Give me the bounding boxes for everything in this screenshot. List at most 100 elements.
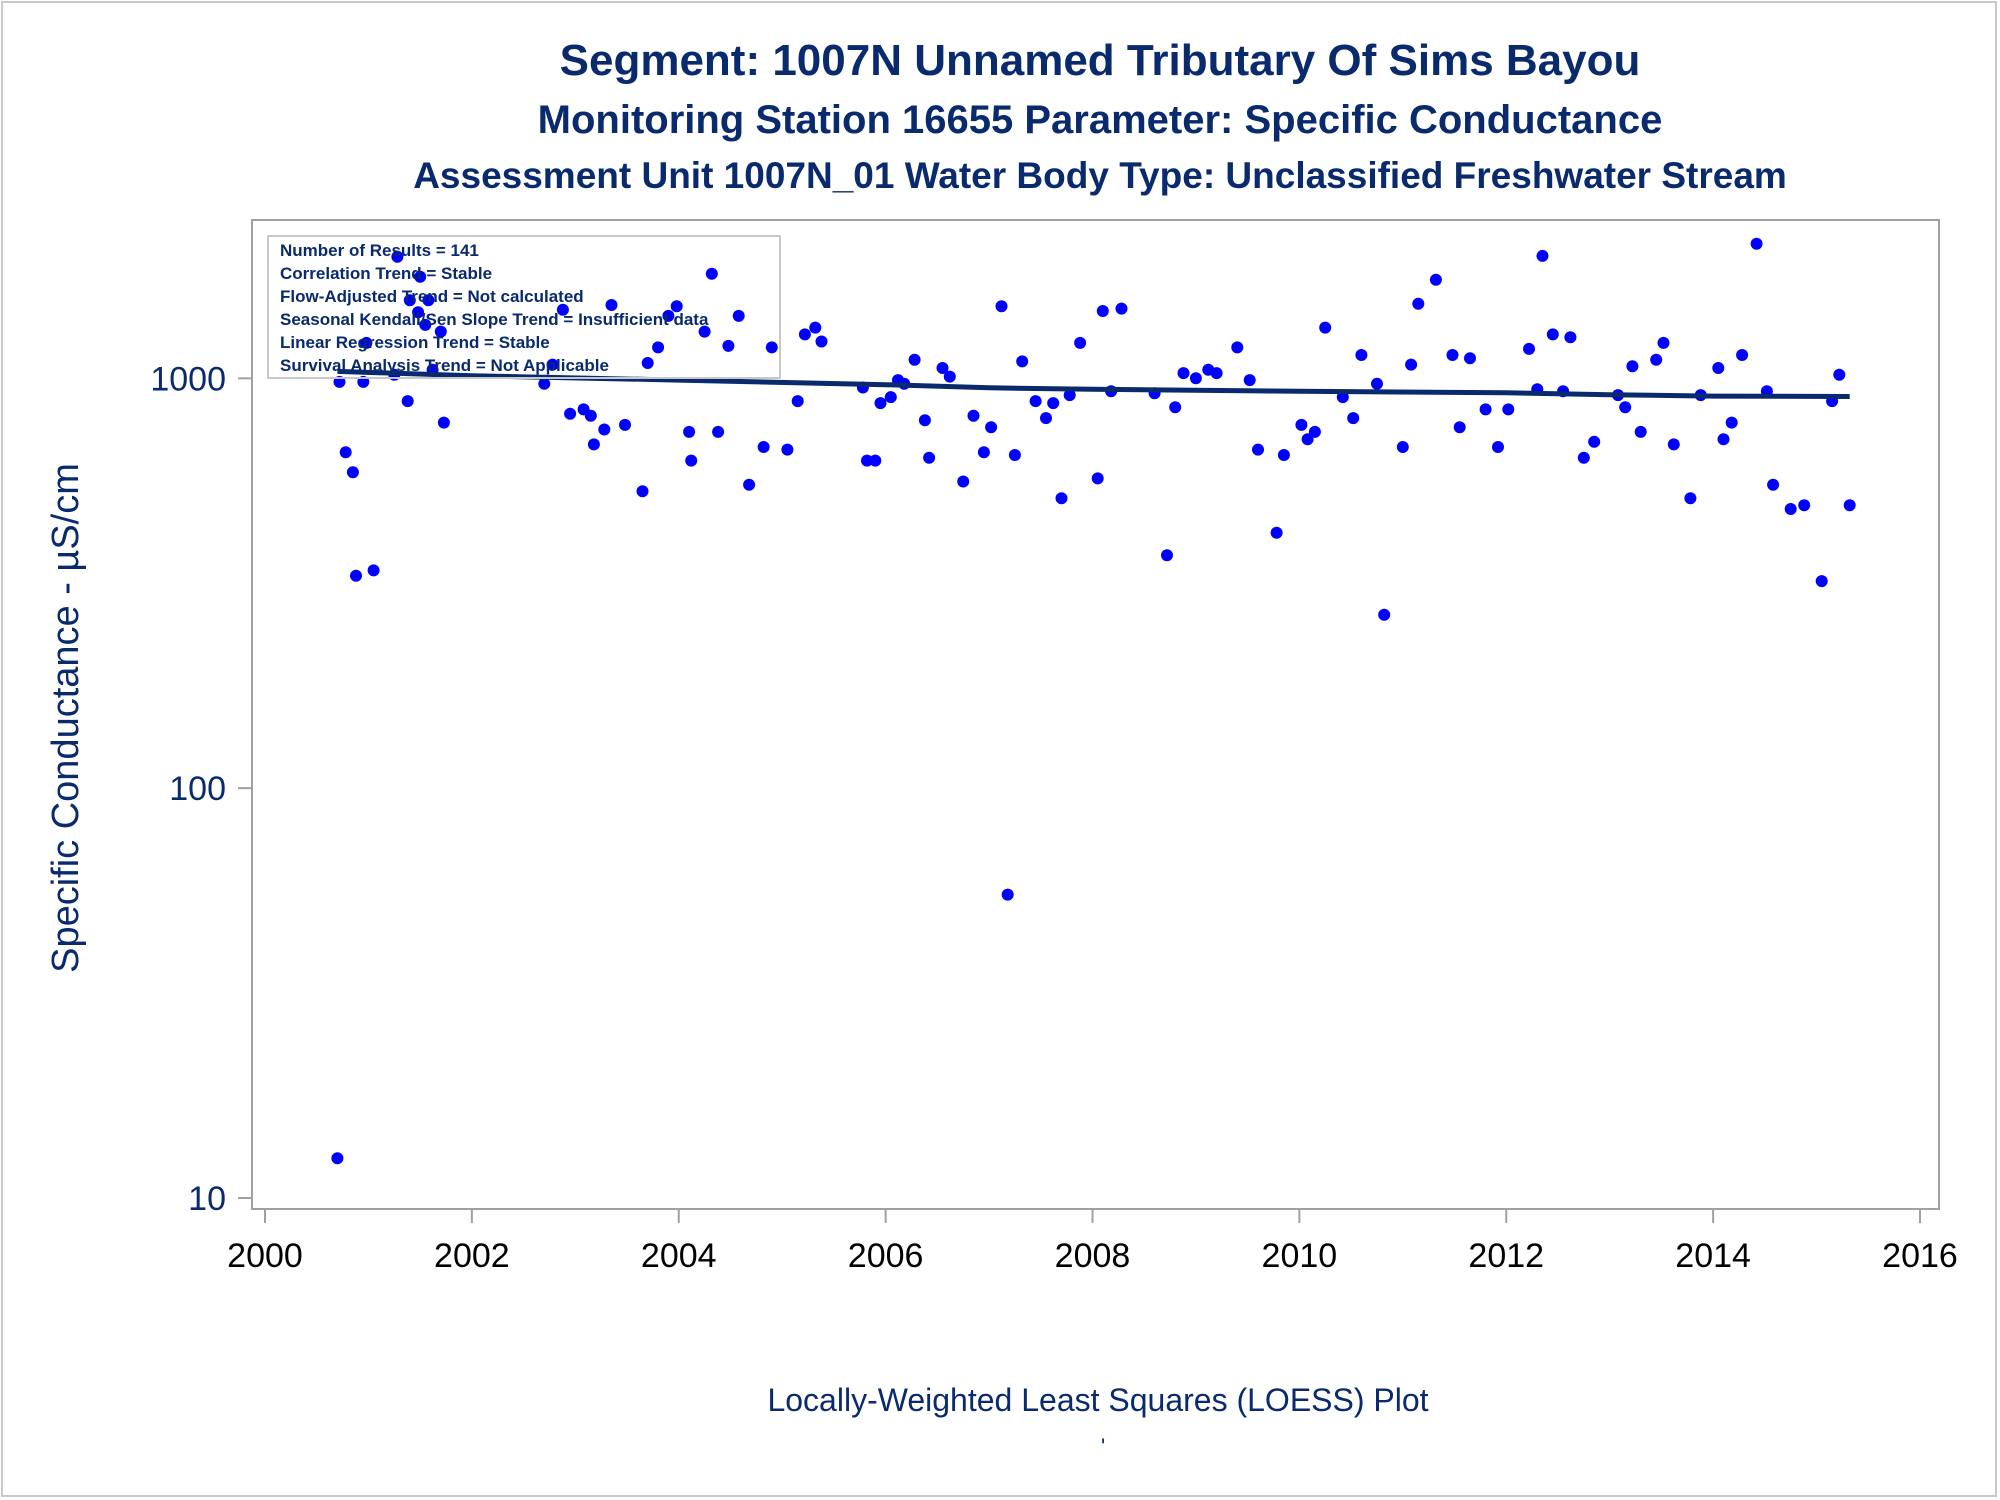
data-point — [908, 353, 921, 366]
data-point — [683, 425, 696, 438]
data-point — [1029, 395, 1042, 408]
data-point — [1047, 397, 1060, 410]
data-point — [1074, 336, 1087, 349]
data-point — [705, 267, 718, 280]
data-point — [412, 306, 425, 319]
data-point — [331, 1152, 344, 1165]
x-tick-label: 2000 — [227, 1237, 303, 1275]
data-point — [1657, 336, 1670, 349]
data-point — [1063, 389, 1076, 402]
data-point — [1502, 403, 1515, 416]
data-point — [1634, 425, 1647, 438]
stats-line: Seasonal Kendall/Sen Slope Trend = Insuf… — [280, 310, 709, 329]
data-point — [1523, 342, 1535, 355]
data-point — [918, 414, 931, 427]
data-point — [977, 446, 990, 459]
data-point — [1169, 401, 1182, 414]
data-point — [1001, 888, 1014, 901]
data-point — [403, 294, 416, 307]
data-point — [437, 416, 450, 429]
x-tick-label: 2012 — [1468, 1237, 1544, 1275]
data-point — [1479, 403, 1492, 416]
data-point — [1833, 368, 1846, 381]
data-point — [1177, 367, 1190, 380]
data-point — [1667, 438, 1680, 451]
data-point — [1378, 608, 1391, 621]
data-point — [367, 564, 380, 577]
data-point — [781, 443, 794, 456]
data-point — [884, 391, 897, 404]
data-point — [1725, 416, 1738, 429]
data-point — [1546, 328, 1559, 341]
data-point — [1588, 435, 1601, 448]
data-point — [587, 438, 600, 451]
data-point — [985, 421, 998, 434]
data-point — [1252, 443, 1264, 456]
data-point — [556, 303, 569, 316]
data-point — [619, 418, 631, 431]
data-point — [636, 485, 649, 498]
data-point — [685, 454, 698, 467]
data-point — [1405, 358, 1418, 371]
data-point — [1750, 237, 1763, 250]
x-tick-label: 2006 — [848, 1237, 924, 1275]
x-tick-label: 2004 — [641, 1237, 717, 1275]
data-point — [1492, 441, 1504, 453]
y-tick-label: 100 — [169, 770, 226, 808]
data-point — [391, 250, 404, 263]
plot-footnote: Locally-Weighted Least Squares (LOESS) P… — [767, 1382, 1429, 1418]
data-point — [1784, 503, 1797, 515]
data-point — [936, 362, 949, 374]
data-point — [346, 466, 359, 479]
data-point — [401, 395, 414, 408]
data-point — [1347, 412, 1360, 425]
data-point — [339, 446, 352, 459]
data-point — [419, 318, 432, 331]
stats-line: Survival Analysis Trend = Not Applicable — [280, 356, 609, 375]
data-point — [943, 370, 956, 383]
data-point — [1843, 499, 1856, 512]
data-point — [1650, 353, 1663, 366]
data-point — [670, 300, 683, 313]
data-point — [1231, 341, 1244, 354]
data-point — [414, 270, 427, 283]
data-point — [967, 409, 980, 422]
data-point — [1564, 331, 1577, 344]
stats-line: Correlation Trend = Stable — [280, 264, 492, 283]
data-point — [1371, 377, 1383, 390]
data-point — [434, 325, 447, 338]
data-point — [1429, 273, 1442, 286]
data-point — [1295, 418, 1308, 431]
data-point — [641, 357, 654, 369]
data-point — [1016, 355, 1029, 368]
y-tick-label: 10 — [188, 1180, 226, 1218]
data-point — [698, 325, 711, 338]
x-axis: 2000 2002 2004 2006 2008 2010 2012 2014 2016 — [227, 1209, 1958, 1275]
data-point — [798, 328, 811, 341]
data-point — [652, 341, 665, 354]
data-point — [1798, 499, 1811, 512]
data-point — [1717, 433, 1730, 446]
data-point — [1115, 302, 1128, 315]
y-axis: 10 100 1000 — [150, 360, 252, 1218]
data-point — [1189, 372, 1202, 385]
data-point — [1815, 575, 1828, 588]
data-point — [564, 407, 577, 420]
y-axis-label: Specific Conductance - µS/cm — [45, 463, 87, 973]
data-point — [923, 451, 936, 464]
data-point — [1626, 360, 1639, 373]
data-point — [1712, 362, 1725, 374]
stats-line: Number of Results = 141 — [280, 241, 479, 260]
data-point — [874, 397, 887, 410]
plot-area — [251, 219, 1940, 1210]
x-tick-label: 2010 — [1262, 1237, 1338, 1275]
x-tick-label: 2016 — [1882, 1237, 1958, 1275]
data-point — [1243, 374, 1256, 387]
data-point — [1577, 451, 1590, 464]
data-point — [722, 339, 735, 352]
chart-subtitle-assessment: Assessment Unit 1007N_01 Water Body Type… — [413, 155, 1787, 196]
data-point — [995, 300, 1008, 313]
chart-subtitle-station: Monitoring Station 16655 Parameter: Spec… — [537, 98, 1663, 142]
data-point — [712, 425, 725, 438]
